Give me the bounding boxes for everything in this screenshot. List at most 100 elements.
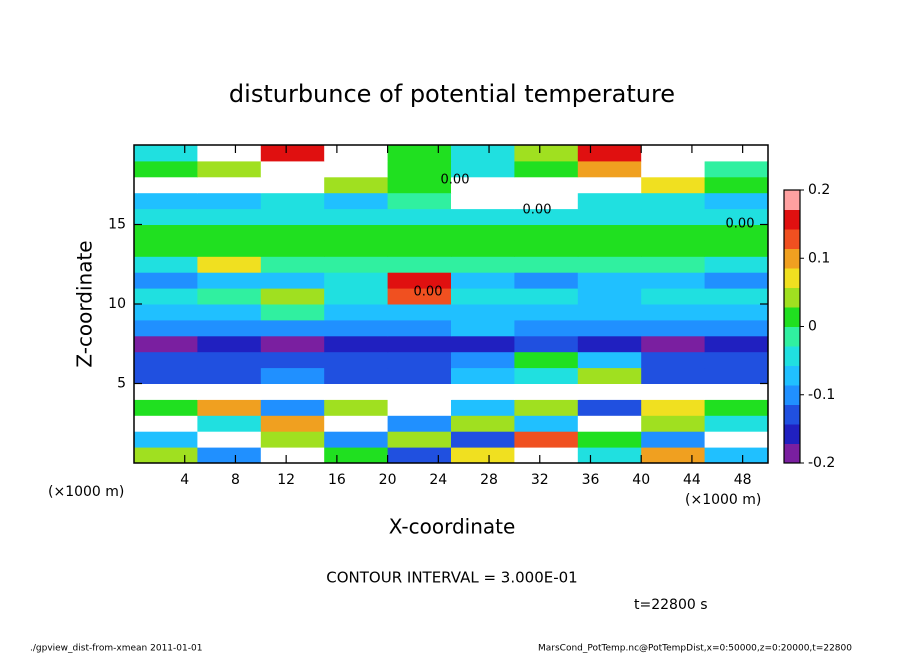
cell: [641, 351, 706, 369]
x-unit-right: (×1000 m): [685, 492, 761, 508]
cell: [514, 431, 579, 448]
cell: [641, 319, 706, 337]
cell: [704, 288, 769, 305]
cell: [704, 145, 769, 162]
cell: [197, 224, 262, 241]
y-tick-label: 5: [117, 376, 126, 392]
cell: [134, 431, 198, 448]
cell: [641, 431, 706, 448]
cell: [641, 256, 706, 273]
cell: [577, 256, 642, 273]
cell: [260, 224, 325, 241]
cell: [451, 176, 515, 194]
cell: [387, 208, 452, 225]
x-tick-label: 8: [231, 472, 240, 488]
x-tick-label: 24: [429, 472, 447, 488]
cell: [514, 399, 579, 416]
cell: [260, 367, 325, 384]
cell: [197, 304, 262, 321]
cell: [387, 176, 452, 194]
cell: [387, 351, 452, 369]
cell: [514, 383, 579, 400]
cell: [451, 256, 515, 273]
cell: [704, 399, 769, 416]
cell: [704, 415, 769, 432]
cell: [134, 272, 198, 289]
cell: [641, 367, 706, 384]
cell: [514, 160, 579, 178]
cell: [197, 431, 262, 448]
cell: [451, 447, 515, 464]
cell: [197, 192, 262, 210]
cell: [197, 399, 262, 416]
cell: [387, 415, 452, 432]
cell: [451, 367, 515, 384]
cell: [704, 447, 769, 464]
cell: [134, 240, 198, 257]
cell: [324, 431, 389, 448]
cell: [387, 447, 452, 464]
cell: [197, 415, 262, 432]
cell: [324, 176, 389, 194]
cell: [641, 192, 706, 210]
x-tick-label: 28: [480, 472, 498, 488]
x-tick-label: 48: [734, 472, 752, 488]
cell: [577, 431, 642, 448]
cell: [324, 447, 389, 464]
y-axis-label: Z-coordinate: [73, 240, 97, 367]
cell: [134, 145, 198, 162]
cell: [577, 240, 642, 257]
cell: [387, 431, 452, 448]
cell: [704, 192, 769, 210]
cell: [260, 145, 325, 162]
x-unit-left: (×1000 m): [48, 484, 124, 500]
cell: [577, 145, 642, 162]
cell: [260, 176, 325, 194]
cell: [197, 160, 262, 178]
cell: [260, 335, 325, 353]
cell: [387, 160, 452, 178]
cell: [577, 288, 642, 305]
cell: [704, 304, 769, 321]
cell: [641, 288, 706, 305]
cell: [324, 192, 389, 210]
cell: [514, 145, 579, 162]
cell: [577, 383, 642, 400]
cell: [514, 288, 579, 305]
contour-interval: CONTOUR INTERVAL = 3.000E-01: [326, 569, 577, 587]
cell: [514, 351, 579, 369]
cell: [451, 160, 515, 178]
cell: [197, 272, 262, 289]
cell: [704, 431, 769, 448]
cell: [324, 304, 389, 321]
cell: [324, 272, 389, 289]
cell: [514, 367, 579, 384]
cell: [260, 431, 325, 448]
cell: [260, 304, 325, 321]
x-tick-label: 40: [632, 472, 650, 488]
cell: [704, 319, 769, 337]
cell: [577, 399, 642, 416]
cell: [134, 288, 198, 305]
cell: [260, 288, 325, 305]
cell: [197, 208, 262, 225]
cell: [324, 383, 389, 400]
cell: [197, 447, 262, 464]
cell: [260, 319, 325, 337]
cell: [641, 383, 706, 400]
cell: [260, 351, 325, 369]
cell: [387, 319, 452, 337]
x-tick-label: 12: [277, 472, 295, 488]
x-tick-label: 32: [531, 472, 549, 488]
cell: [577, 176, 642, 194]
cell: [641, 447, 706, 464]
cell: [260, 160, 325, 178]
cell: [577, 208, 642, 225]
cell: [197, 145, 262, 162]
cell: [577, 192, 642, 210]
colorbar-tick-label: 0: [808, 319, 817, 335]
contour-label: 0.00: [523, 203, 552, 218]
cell: [387, 367, 452, 384]
cell: [577, 351, 642, 369]
cell: [260, 272, 325, 289]
